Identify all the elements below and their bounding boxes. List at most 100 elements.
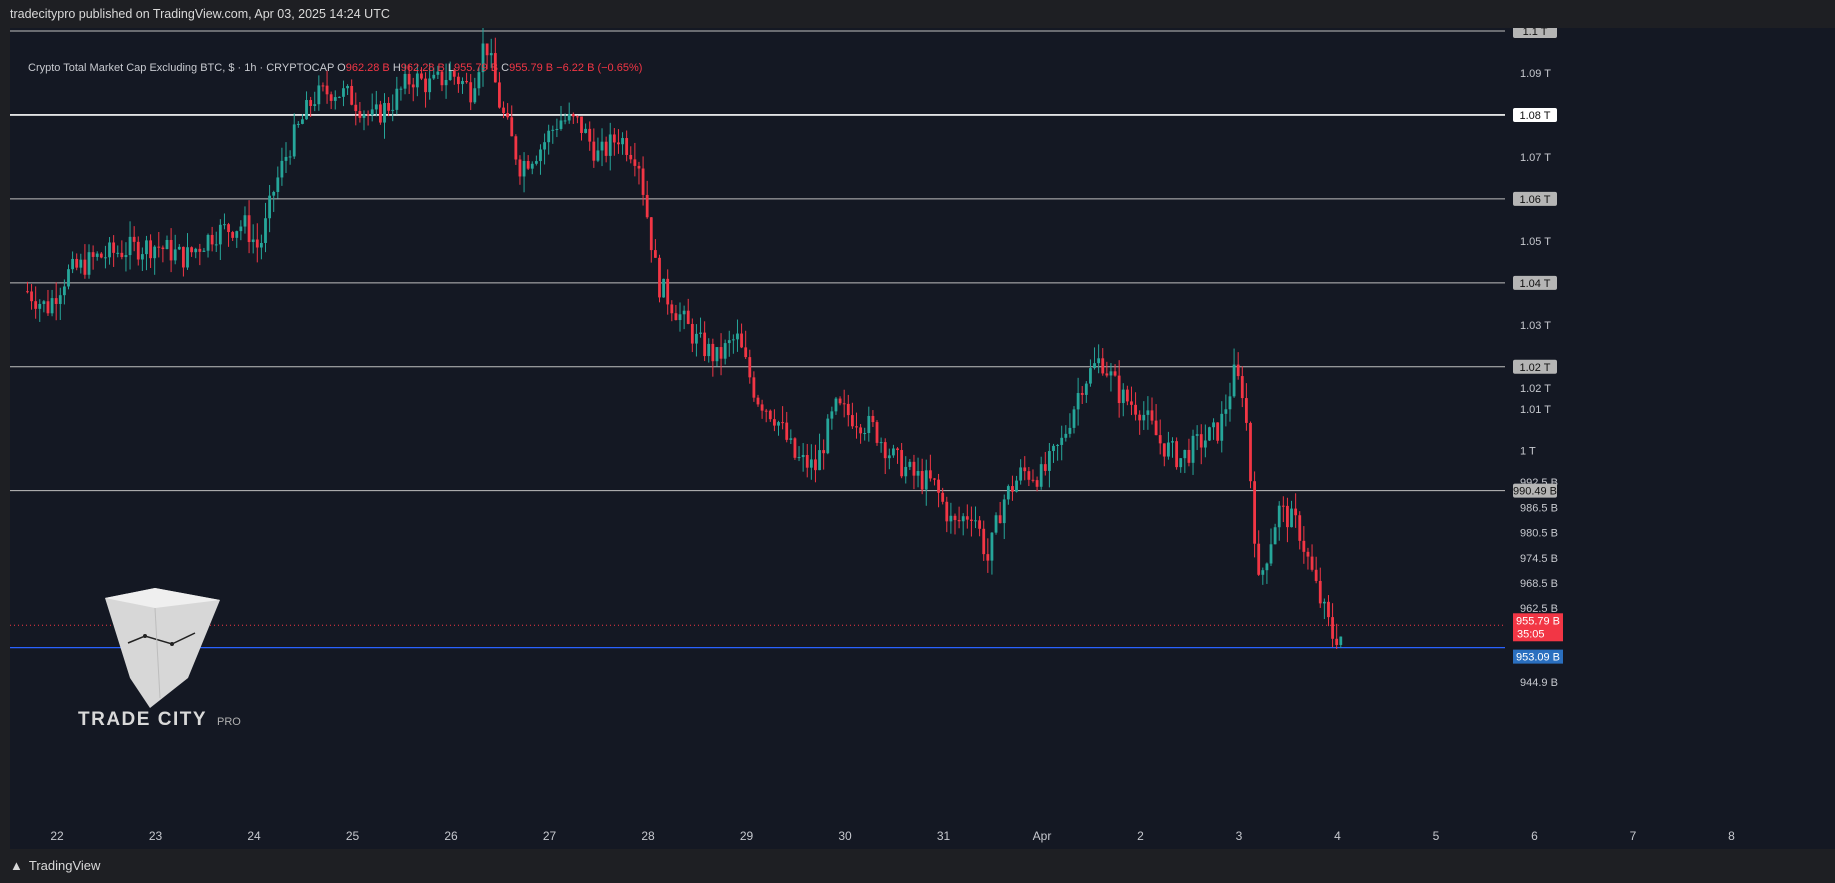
candle[interactable] <box>264 202 267 253</box>
candle[interactable] <box>998 501 1002 524</box>
candle[interactable] <box>1130 386 1133 416</box>
candle[interactable] <box>354 92 358 126</box>
candle[interactable] <box>658 254 661 303</box>
candle[interactable] <box>30 284 33 310</box>
candle[interactable] <box>337 96 341 99</box>
candle[interactable] <box>682 305 686 330</box>
candle[interactable] <box>411 77 415 102</box>
candle[interactable] <box>272 190 276 212</box>
candle[interactable] <box>469 74 473 111</box>
candle[interactable] <box>1052 443 1055 463</box>
candle[interactable] <box>42 299 46 313</box>
candle[interactable] <box>223 213 226 230</box>
candle[interactable] <box>403 63 407 95</box>
candle[interactable] <box>883 438 887 475</box>
candle[interactable] <box>379 100 382 125</box>
candle[interactable] <box>1150 397 1154 425</box>
candle[interactable] <box>301 113 304 125</box>
candle[interactable] <box>920 458 924 495</box>
candle[interactable] <box>863 427 867 441</box>
candle[interactable] <box>703 321 707 362</box>
candle[interactable] <box>1339 636 1343 648</box>
candle[interactable] <box>1208 426 1211 442</box>
candle[interactable] <box>374 90 378 117</box>
candle[interactable] <box>79 253 83 274</box>
candle[interactable] <box>436 65 440 79</box>
candle[interactable] <box>576 115 579 124</box>
candle[interactable] <box>900 442 904 479</box>
candle[interactable] <box>797 446 801 462</box>
candle[interactable] <box>75 253 79 271</box>
candle[interactable] <box>526 155 530 171</box>
candle[interactable] <box>1199 424 1203 465</box>
candle[interactable] <box>530 161 534 175</box>
candle[interactable] <box>1072 406 1076 434</box>
candle[interactable] <box>383 93 386 139</box>
candle[interactable] <box>235 230 239 248</box>
candle[interactable] <box>1286 497 1289 543</box>
candle[interactable] <box>268 184 271 233</box>
candle[interactable] <box>1031 469 1035 483</box>
candle[interactable] <box>128 221 132 270</box>
candle[interactable] <box>522 152 526 193</box>
candle[interactable] <box>756 394 760 407</box>
candle[interactable] <box>1249 421 1252 489</box>
candle[interactable] <box>1047 442 1051 488</box>
candle[interactable] <box>715 347 719 367</box>
candle[interactable] <box>1310 544 1314 572</box>
candle[interactable] <box>477 67 481 96</box>
candle[interactable] <box>231 230 235 241</box>
candle[interactable] <box>871 410 875 427</box>
candle[interactable] <box>259 234 263 260</box>
candle[interactable] <box>202 247 206 252</box>
candle[interactable] <box>826 414 830 455</box>
candle[interactable] <box>699 317 702 338</box>
candle[interactable] <box>1273 523 1277 545</box>
candle[interactable] <box>690 318 694 353</box>
candle[interactable] <box>251 224 255 254</box>
candle[interactable] <box>793 437 797 460</box>
candle[interactable] <box>247 200 251 254</box>
candle[interactable] <box>986 538 990 573</box>
candle[interactable] <box>957 506 961 529</box>
candle[interactable] <box>1084 381 1088 403</box>
candle[interactable] <box>933 478 936 486</box>
candle[interactable] <box>629 146 633 164</box>
candle[interactable] <box>965 504 969 529</box>
candle[interactable] <box>1089 359 1092 387</box>
candle[interactable] <box>970 506 973 537</box>
candle[interactable] <box>26 281 29 294</box>
candle[interactable] <box>99 252 103 259</box>
candle[interactable] <box>387 97 391 117</box>
candle[interactable] <box>1179 457 1183 473</box>
candle[interactable] <box>1236 352 1240 380</box>
candle[interactable] <box>818 433 821 471</box>
candle[interactable] <box>937 473 940 508</box>
candle[interactable] <box>485 43 489 70</box>
candle[interactable] <box>136 236 140 266</box>
candle[interactable] <box>149 234 152 269</box>
candle[interactable] <box>1146 396 1150 430</box>
candle[interactable] <box>1281 496 1285 523</box>
candle[interactable] <box>493 37 497 83</box>
candle[interactable] <box>329 91 333 110</box>
candle[interactable] <box>67 264 70 290</box>
candle[interactable] <box>292 113 296 160</box>
candle[interactable] <box>38 299 42 322</box>
candle[interactable] <box>978 516 982 537</box>
candle[interactable] <box>1097 344 1101 374</box>
candle[interactable] <box>773 409 776 432</box>
candle[interactable] <box>140 247 144 272</box>
candle[interactable] <box>1093 347 1096 370</box>
candle[interactable] <box>678 302 682 332</box>
candle[interactable] <box>46 289 50 316</box>
candle[interactable] <box>243 206 247 234</box>
candle[interactable] <box>1068 413 1072 438</box>
candle[interactable] <box>87 244 91 279</box>
candle[interactable] <box>949 502 953 534</box>
candle[interactable] <box>1244 383 1248 431</box>
candle[interactable] <box>124 242 128 272</box>
candle[interactable] <box>830 406 834 430</box>
candle[interactable] <box>321 82 325 92</box>
candle[interactable] <box>670 300 674 322</box>
